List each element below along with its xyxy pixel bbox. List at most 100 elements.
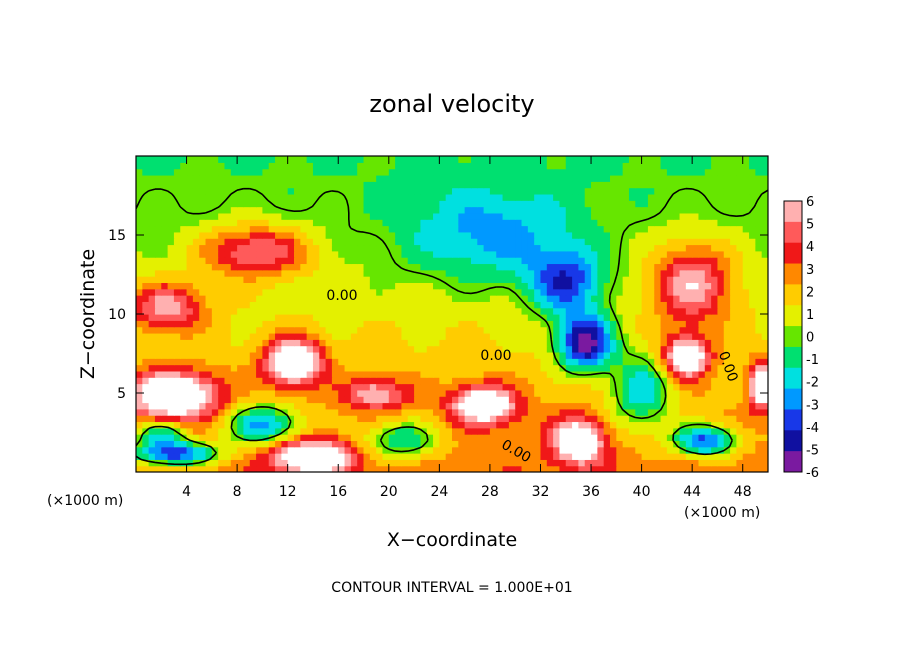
heatmap-cell bbox=[420, 193, 428, 201]
heatmap-cell bbox=[527, 351, 535, 359]
heatmap-cell bbox=[736, 269, 744, 277]
heatmap-cell bbox=[433, 231, 440, 239]
heatmap-cell bbox=[673, 332, 681, 340]
heatmap-cell bbox=[230, 295, 238, 302]
heatmap-cell bbox=[489, 168, 497, 176]
heatmap-cell bbox=[546, 314, 554, 321]
heatmap-cell bbox=[679, 156, 687, 163]
heatmap-cell bbox=[452, 187, 459, 195]
heatmap-cell bbox=[357, 295, 365, 302]
heatmap-cell bbox=[136, 263, 143, 271]
heatmap-cell bbox=[540, 453, 548, 460]
heatmap-cell bbox=[559, 181, 567, 189]
heatmap-cell bbox=[559, 238, 567, 246]
heatmap-cell bbox=[647, 339, 655, 347]
heatmap-cell bbox=[401, 415, 409, 423]
heatmap-cell bbox=[350, 231, 358, 239]
heatmap-cell bbox=[224, 408, 232, 416]
heatmap-cell bbox=[698, 446, 706, 454]
heatmap-cell bbox=[698, 307, 706, 315]
heatmap-cell bbox=[433, 206, 440, 214]
heatmap-cell bbox=[357, 250, 365, 258]
heatmap-cell bbox=[300, 301, 308, 309]
heatmap-cell bbox=[711, 377, 719, 385]
heatmap-cell bbox=[559, 446, 567, 454]
heatmap-cell bbox=[692, 168, 700, 176]
heatmap-cell bbox=[256, 402, 263, 410]
heatmap-cell bbox=[502, 181, 510, 189]
heatmap-cell bbox=[173, 244, 181, 252]
heatmap-cell bbox=[344, 257, 352, 265]
heatmap-cell bbox=[452, 212, 459, 220]
heatmap-cell bbox=[148, 200, 156, 208]
heatmap-cell bbox=[730, 434, 737, 441]
heatmap-cell bbox=[256, 276, 263, 283]
heatmap-cell bbox=[300, 250, 308, 258]
heatmap-cell bbox=[414, 459, 421, 467]
heatmap-cell bbox=[559, 396, 567, 404]
heatmap-cell bbox=[426, 421, 434, 429]
heatmap-cell bbox=[414, 339, 421, 347]
heatmap-cell bbox=[192, 200, 200, 208]
heatmap-cell bbox=[464, 206, 472, 214]
heatmap-cell bbox=[230, 459, 238, 467]
heatmap-cell bbox=[749, 301, 756, 309]
heatmap-cell bbox=[610, 383, 617, 391]
heatmap-cell bbox=[489, 238, 497, 246]
heatmap-cell bbox=[470, 415, 478, 423]
heatmap-cell bbox=[192, 440, 200, 448]
heatmap-cell bbox=[502, 301, 510, 309]
heatmap-cell bbox=[363, 370, 371, 378]
heatmap-cell bbox=[730, 238, 737, 246]
heatmap-cell bbox=[312, 168, 320, 176]
heatmap-cell bbox=[433, 244, 440, 252]
heatmap-cell bbox=[666, 244, 674, 252]
heatmap-cell bbox=[148, 345, 156, 353]
heatmap-cell bbox=[237, 427, 245, 435]
heatmap-cell bbox=[369, 351, 377, 359]
heatmap-cell bbox=[148, 314, 156, 321]
heatmap-cell bbox=[363, 156, 371, 163]
heatmap-cell bbox=[319, 307, 327, 315]
heatmap-cell bbox=[578, 332, 586, 340]
heatmap-cell bbox=[578, 314, 586, 321]
heatmap-cell bbox=[205, 212, 213, 220]
heatmap-cell bbox=[477, 295, 485, 302]
heatmap-cell bbox=[287, 219, 295, 227]
heatmap-cell bbox=[306, 181, 314, 189]
heatmap-cell bbox=[711, 326, 719, 334]
heatmap-cell bbox=[553, 427, 561, 435]
heatmap-cell bbox=[199, 389, 207, 397]
heatmap-cell bbox=[572, 326, 579, 334]
heatmap-cell bbox=[578, 219, 586, 227]
heatmap-cell bbox=[331, 206, 339, 214]
heatmap-cell bbox=[742, 465, 750, 472]
heatmap-cell bbox=[249, 440, 257, 448]
heatmap-cell bbox=[243, 459, 251, 467]
heatmap-cell bbox=[666, 269, 674, 277]
heatmap-cell bbox=[312, 225, 320, 233]
heatmap-cell bbox=[591, 332, 598, 340]
heatmap-cell bbox=[388, 181, 396, 189]
heatmap-cell bbox=[161, 332, 169, 340]
heatmap-cell bbox=[534, 332, 542, 340]
heatmap-cell bbox=[534, 434, 542, 441]
heatmap-cell bbox=[730, 276, 737, 283]
heatmap-cell bbox=[300, 212, 308, 220]
heatmap-cell bbox=[142, 307, 150, 315]
heatmap-cell bbox=[610, 295, 617, 302]
heatmap-cell bbox=[344, 396, 352, 404]
heatmap-cell bbox=[761, 370, 768, 378]
heatmap-cell bbox=[470, 459, 478, 467]
heatmap-cell bbox=[749, 288, 756, 296]
heatmap-cell bbox=[382, 383, 390, 391]
heatmap-cell bbox=[154, 370, 162, 378]
heatmap-cell bbox=[452, 345, 459, 353]
heatmap-cell bbox=[628, 339, 636, 347]
heatmap-cell bbox=[685, 427, 693, 435]
heatmap-cell bbox=[161, 446, 169, 454]
heatmap-cell bbox=[635, 238, 643, 246]
heatmap-cell bbox=[224, 301, 232, 309]
heatmap-cell bbox=[477, 415, 485, 423]
heatmap-cell bbox=[256, 162, 263, 170]
